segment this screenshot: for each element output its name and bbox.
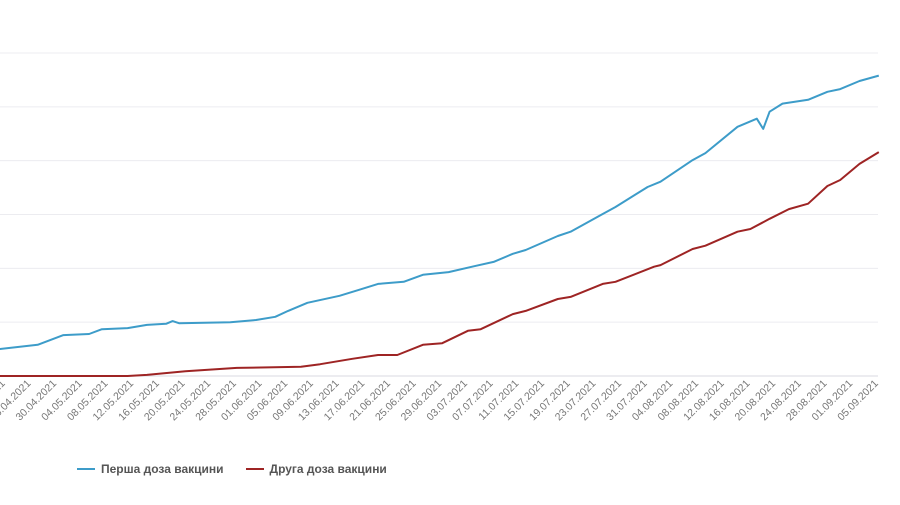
legend-swatch-second-dose [245, 468, 264, 470]
series-line-second-dose [0, 151, 880, 377]
legend-swatch-first-dose [77, 468, 95, 470]
legend-label-second-dose: Друга доза вакцини [269, 462, 387, 476]
series-line-first-dose [0, 74, 880, 351]
legend: Перша доза вакцини Друга доза вакцини [77, 462, 409, 476]
legend-item-second-dose[interactable]: Друга доза вакцини [245, 462, 387, 476]
legend-label-first-dose: Перша доза вакцини [101, 462, 224, 476]
legend-item-first-dose[interactable]: Перша доза вакцини [77, 462, 224, 476]
